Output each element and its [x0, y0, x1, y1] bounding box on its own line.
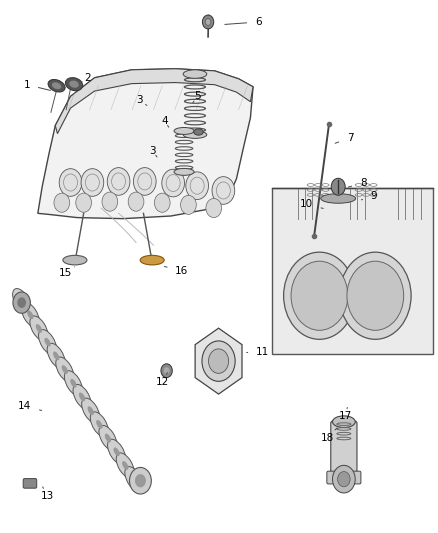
Circle shape [154, 193, 170, 212]
Circle shape [135, 474, 146, 487]
Text: 15: 15 [59, 267, 75, 278]
Ellipse shape [90, 412, 108, 437]
Circle shape [107, 167, 130, 195]
Circle shape [130, 467, 151, 494]
Ellipse shape [36, 324, 42, 333]
Ellipse shape [47, 343, 65, 368]
Ellipse shape [62, 365, 68, 374]
FancyBboxPatch shape [327, 471, 361, 484]
FancyBboxPatch shape [272, 188, 433, 354]
Text: 1: 1 [24, 80, 50, 91]
Ellipse shape [56, 357, 74, 382]
Text: 7: 7 [335, 133, 353, 143]
Ellipse shape [174, 127, 194, 134]
Ellipse shape [44, 338, 51, 346]
Circle shape [162, 169, 184, 197]
Ellipse shape [113, 447, 120, 456]
Ellipse shape [332, 416, 355, 427]
Ellipse shape [30, 316, 48, 341]
Ellipse shape [27, 310, 33, 319]
Circle shape [338, 472, 350, 487]
Circle shape [291, 261, 348, 330]
Ellipse shape [183, 70, 207, 78]
Circle shape [331, 178, 345, 195]
Circle shape [347, 261, 404, 330]
Circle shape [206, 198, 222, 217]
Ellipse shape [183, 131, 207, 139]
Ellipse shape [321, 193, 356, 203]
FancyBboxPatch shape [23, 479, 37, 488]
Ellipse shape [174, 168, 194, 175]
Text: 8: 8 [348, 178, 367, 188]
Ellipse shape [96, 420, 102, 429]
Text: 16: 16 [164, 266, 188, 276]
Circle shape [102, 192, 118, 211]
Ellipse shape [53, 351, 59, 360]
Ellipse shape [13, 288, 31, 313]
Text: 3: 3 [149, 146, 157, 157]
Ellipse shape [79, 393, 85, 401]
Text: 6: 6 [225, 17, 261, 27]
Ellipse shape [64, 371, 82, 396]
Ellipse shape [140, 255, 164, 265]
Ellipse shape [88, 406, 94, 415]
Circle shape [17, 297, 26, 308]
Circle shape [284, 252, 355, 340]
Polygon shape [38, 69, 253, 219]
Circle shape [59, 168, 82, 196]
Circle shape [339, 252, 411, 340]
Circle shape [128, 192, 144, 211]
Text: 17: 17 [339, 407, 352, 422]
Ellipse shape [73, 384, 91, 409]
Ellipse shape [65, 78, 83, 91]
Circle shape [208, 349, 229, 373]
Polygon shape [55, 69, 253, 134]
Ellipse shape [70, 379, 77, 387]
Circle shape [76, 193, 92, 212]
Text: 9: 9 [361, 191, 377, 201]
Ellipse shape [122, 461, 128, 470]
FancyBboxPatch shape [331, 421, 357, 476]
Ellipse shape [21, 302, 39, 327]
Text: 11: 11 [247, 346, 269, 357]
Circle shape [180, 195, 196, 214]
Circle shape [81, 168, 104, 196]
Ellipse shape [48, 79, 65, 92]
Text: 10: 10 [300, 199, 323, 209]
Ellipse shape [125, 466, 143, 491]
Ellipse shape [99, 425, 117, 450]
Polygon shape [195, 328, 242, 394]
Circle shape [161, 364, 172, 377]
Text: 18: 18 [321, 428, 337, 443]
Circle shape [212, 176, 235, 204]
Text: 3: 3 [136, 95, 147, 106]
Circle shape [332, 465, 355, 493]
Ellipse shape [108, 439, 126, 464]
Ellipse shape [131, 475, 137, 483]
Ellipse shape [18, 297, 25, 305]
Circle shape [164, 367, 170, 374]
Text: 4: 4 [161, 116, 169, 127]
Ellipse shape [52, 82, 61, 89]
Text: 5: 5 [193, 91, 201, 103]
Ellipse shape [63, 255, 87, 265]
Ellipse shape [116, 453, 134, 478]
Circle shape [205, 19, 211, 26]
Circle shape [186, 172, 208, 199]
Ellipse shape [105, 434, 111, 442]
Ellipse shape [194, 129, 203, 135]
Ellipse shape [39, 329, 57, 354]
Circle shape [13, 292, 30, 313]
Circle shape [54, 193, 70, 212]
Text: 14: 14 [18, 401, 42, 411]
Text: 12: 12 [155, 373, 169, 387]
Ellipse shape [82, 398, 100, 423]
Text: 2: 2 [81, 73, 92, 83]
Circle shape [202, 15, 214, 29]
Circle shape [134, 167, 156, 195]
Text: 13: 13 [41, 487, 54, 501]
Circle shape [202, 341, 235, 381]
Ellipse shape [69, 80, 79, 88]
